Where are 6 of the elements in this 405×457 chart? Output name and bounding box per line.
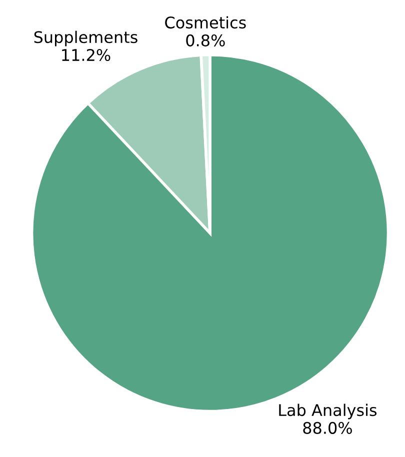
data-label: 0.8% bbox=[186, 34, 225, 46]
slice-label: Cosmetics bbox=[165, 16, 246, 29]
data-label: 88.0% bbox=[303, 422, 352, 434]
slice-label: Lab Analysis bbox=[279, 404, 377, 420]
data-label: 11.2% bbox=[62, 48, 110, 62]
slice-label: Supplements bbox=[34, 30, 138, 46]
